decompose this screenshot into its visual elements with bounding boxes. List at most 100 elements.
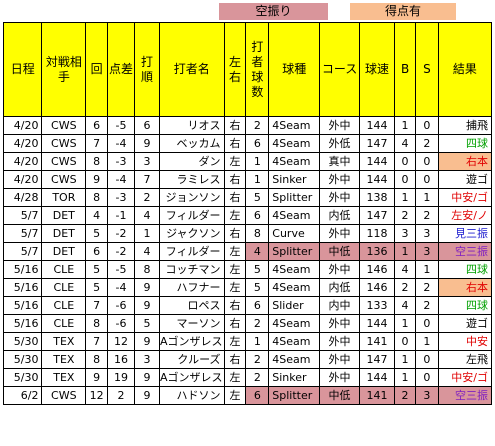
cell-pitch-count: 1 — [245, 170, 270, 189]
cell-pitch-count: 2 — [245, 116, 270, 135]
cell-strikes: 2 — [414, 278, 439, 297]
table-row: 4/20 CWS 9 -4 7 ラミレス右 1 Sinker 外中 144 0 0 遊ゴ — [2, 170, 493, 189]
cell-batter: フィルダー — [159, 206, 225, 225]
cell-score-diff: -6 — [107, 296, 136, 315]
header-batter: 打者名 — [159, 22, 225, 117]
cell-result: 空三振 — [437, 242, 493, 261]
cell-balls: 1 — [394, 242, 416, 261]
table-row: 4/28 TOR 8 -3 2 ジョンソン右 5 Splitter 外中 138 1 1 中安/ゴ — [2, 188, 493, 207]
legend-scored: 得点有 — [350, 3, 456, 20]
cell-batter: コッチマン — [159, 260, 225, 279]
cell-velocity: 133 — [358, 296, 396, 315]
cell-result: 中安/ゴ — [437, 368, 493, 387]
cell-batting-order: 1 — [134, 224, 161, 243]
table-row: 4/20 CWS 8 -3 3 ダン左 1 4Seam 真中 144 0 0 右本 — [2, 152, 493, 171]
cell-batter: ハドソン — [159, 386, 225, 405]
cell-opponent: CWS — [41, 116, 87, 135]
cell-pitch-type: Curve — [268, 224, 321, 243]
cell-opponent: TOR — [41, 188, 87, 207]
legend-swing-miss: 空振り — [219, 3, 328, 20]
cell-velocity: 147 — [358, 134, 396, 153]
cell-result: 四球 — [437, 134, 493, 153]
cell-result: 四球 — [437, 260, 493, 279]
header-handedness: 左右 — [223, 22, 247, 117]
cell-strikes: 2 — [414, 296, 439, 315]
cell-pitch-type: 4Seam — [268, 350, 321, 369]
cell-velocity: 147 — [358, 206, 396, 225]
cell-opponent: CLE — [41, 296, 87, 315]
cell-result: 左飛 — [437, 350, 493, 369]
cell-batting-order: 3 — [134, 350, 161, 369]
cell-balls: 4 — [394, 134, 416, 153]
cell-velocity: 144 — [358, 152, 396, 171]
cell-date: 4/20 — [2, 134, 43, 153]
cell-pitch-count: 5 — [245, 260, 270, 279]
cell-velocity: 146 — [358, 260, 396, 279]
cell-batting-order: 9 — [134, 368, 161, 387]
cell-batter: ラミレス — [159, 170, 225, 189]
cell-result: 空三振 — [437, 386, 493, 405]
cell-result: 遊ゴ — [437, 170, 493, 189]
cell-date: 5/16 — [2, 278, 43, 297]
table-row: 5/16 CLE 8 -6 5 マーソン右 2 4Seam 外中 144 1 0 遊ゴ — [2, 314, 493, 333]
cell-inning: 4 — [85, 206, 109, 225]
cell-date: 5/16 — [2, 296, 43, 315]
cell-score-diff: -2 — [107, 224, 136, 243]
cell-strikes: 2 — [414, 134, 439, 153]
cell-pitch-count: 6 — [245, 296, 270, 315]
cell-pitch-count: 2 — [245, 314, 270, 333]
cell-course: 外中 — [319, 368, 360, 387]
cell-inning: 9 — [85, 368, 109, 387]
cell-opponent: DET — [41, 206, 87, 225]
cell-strikes: 1 — [414, 188, 439, 207]
cell-course: 真中 — [319, 152, 360, 171]
cell-opponent: TEX — [41, 350, 87, 369]
cell-strikes: 0 — [414, 314, 439, 333]
cell-strikes: 0 — [414, 350, 439, 369]
cell-handedness: 左 — [223, 242, 247, 261]
cell-pitch-type: 4Seam — [268, 206, 321, 225]
cell-velocity: 147 — [358, 350, 396, 369]
cell-opponent: CLE — [41, 260, 87, 279]
cell-course: 内低 — [319, 278, 360, 297]
cell-batting-order: 5 — [134, 314, 161, 333]
cell-pitch-count: 5 — [245, 188, 270, 207]
cell-velocity: 144 — [358, 116, 396, 135]
header-score-diff: 点差 — [107, 22, 136, 117]
cell-batter: ジョンソン — [159, 188, 225, 207]
cell-score-diff: -4 — [107, 170, 136, 189]
header-pitch-type: 球種 — [268, 22, 321, 117]
cell-batter: ベッカム — [159, 134, 225, 153]
cell-date: 4/28 — [2, 188, 43, 207]
cell-pitch-count: 5 — [245, 278, 270, 297]
table-row: 5/7 DET 6 -2 4 フィルダー左 4 Splitter 中低 136 1 3 空三振 — [2, 242, 493, 261]
cell-date: 5/30 — [2, 350, 43, 369]
table-row: 5/16 CLE 5 -4 9 ハフナー左 5 4Seam 内低 146 2 2 右本 — [2, 278, 493, 297]
cell-batter: フィルダー — [159, 242, 225, 261]
cell-opponent: CWS — [41, 386, 87, 405]
cell-course: 外低 — [319, 134, 360, 153]
cell-course: 外中 — [319, 332, 360, 351]
cell-velocity: 136 — [358, 242, 396, 261]
cell-handedness: 左 — [223, 206, 247, 225]
table-row: 5/30 TEX 8 16 3 クルーズ右 2 4Seam 外中 147 1 0 左飛 — [2, 350, 493, 369]
cell-balls: 4 — [394, 296, 416, 315]
cell-handedness: 右 — [223, 296, 247, 315]
cell-handedness: 左 — [223, 278, 247, 297]
cell-velocity: 144 — [358, 170, 396, 189]
table-row: 5/16 CLE 7 -6 9 ロペス右 6 Slider 内中 133 4 2 四球 — [2, 296, 493, 315]
cell-batter: マーソン — [159, 314, 225, 333]
header-row: 日程 対戦相手 回 点差 打順 打者名 左右 打者球数 球種 コース 球速 B … — [2, 22, 493, 117]
cell-pitch-type: 4Seam — [268, 332, 321, 351]
header-course: コース — [319, 22, 360, 117]
cell-score-diff: -2 — [107, 242, 136, 261]
cell-balls: 2 — [394, 386, 416, 405]
cell-score-diff: -6 — [107, 314, 136, 333]
cell-velocity: 146 — [358, 278, 396, 297]
cell-score-diff: -3 — [107, 188, 136, 207]
cell-pitch-type: Sinker — [268, 368, 321, 387]
cell-batter: リオス — [159, 116, 225, 135]
cell-batting-order: 7 — [134, 170, 161, 189]
cell-opponent: TEX — [41, 332, 87, 351]
cell-handedness: 左 — [223, 260, 247, 279]
